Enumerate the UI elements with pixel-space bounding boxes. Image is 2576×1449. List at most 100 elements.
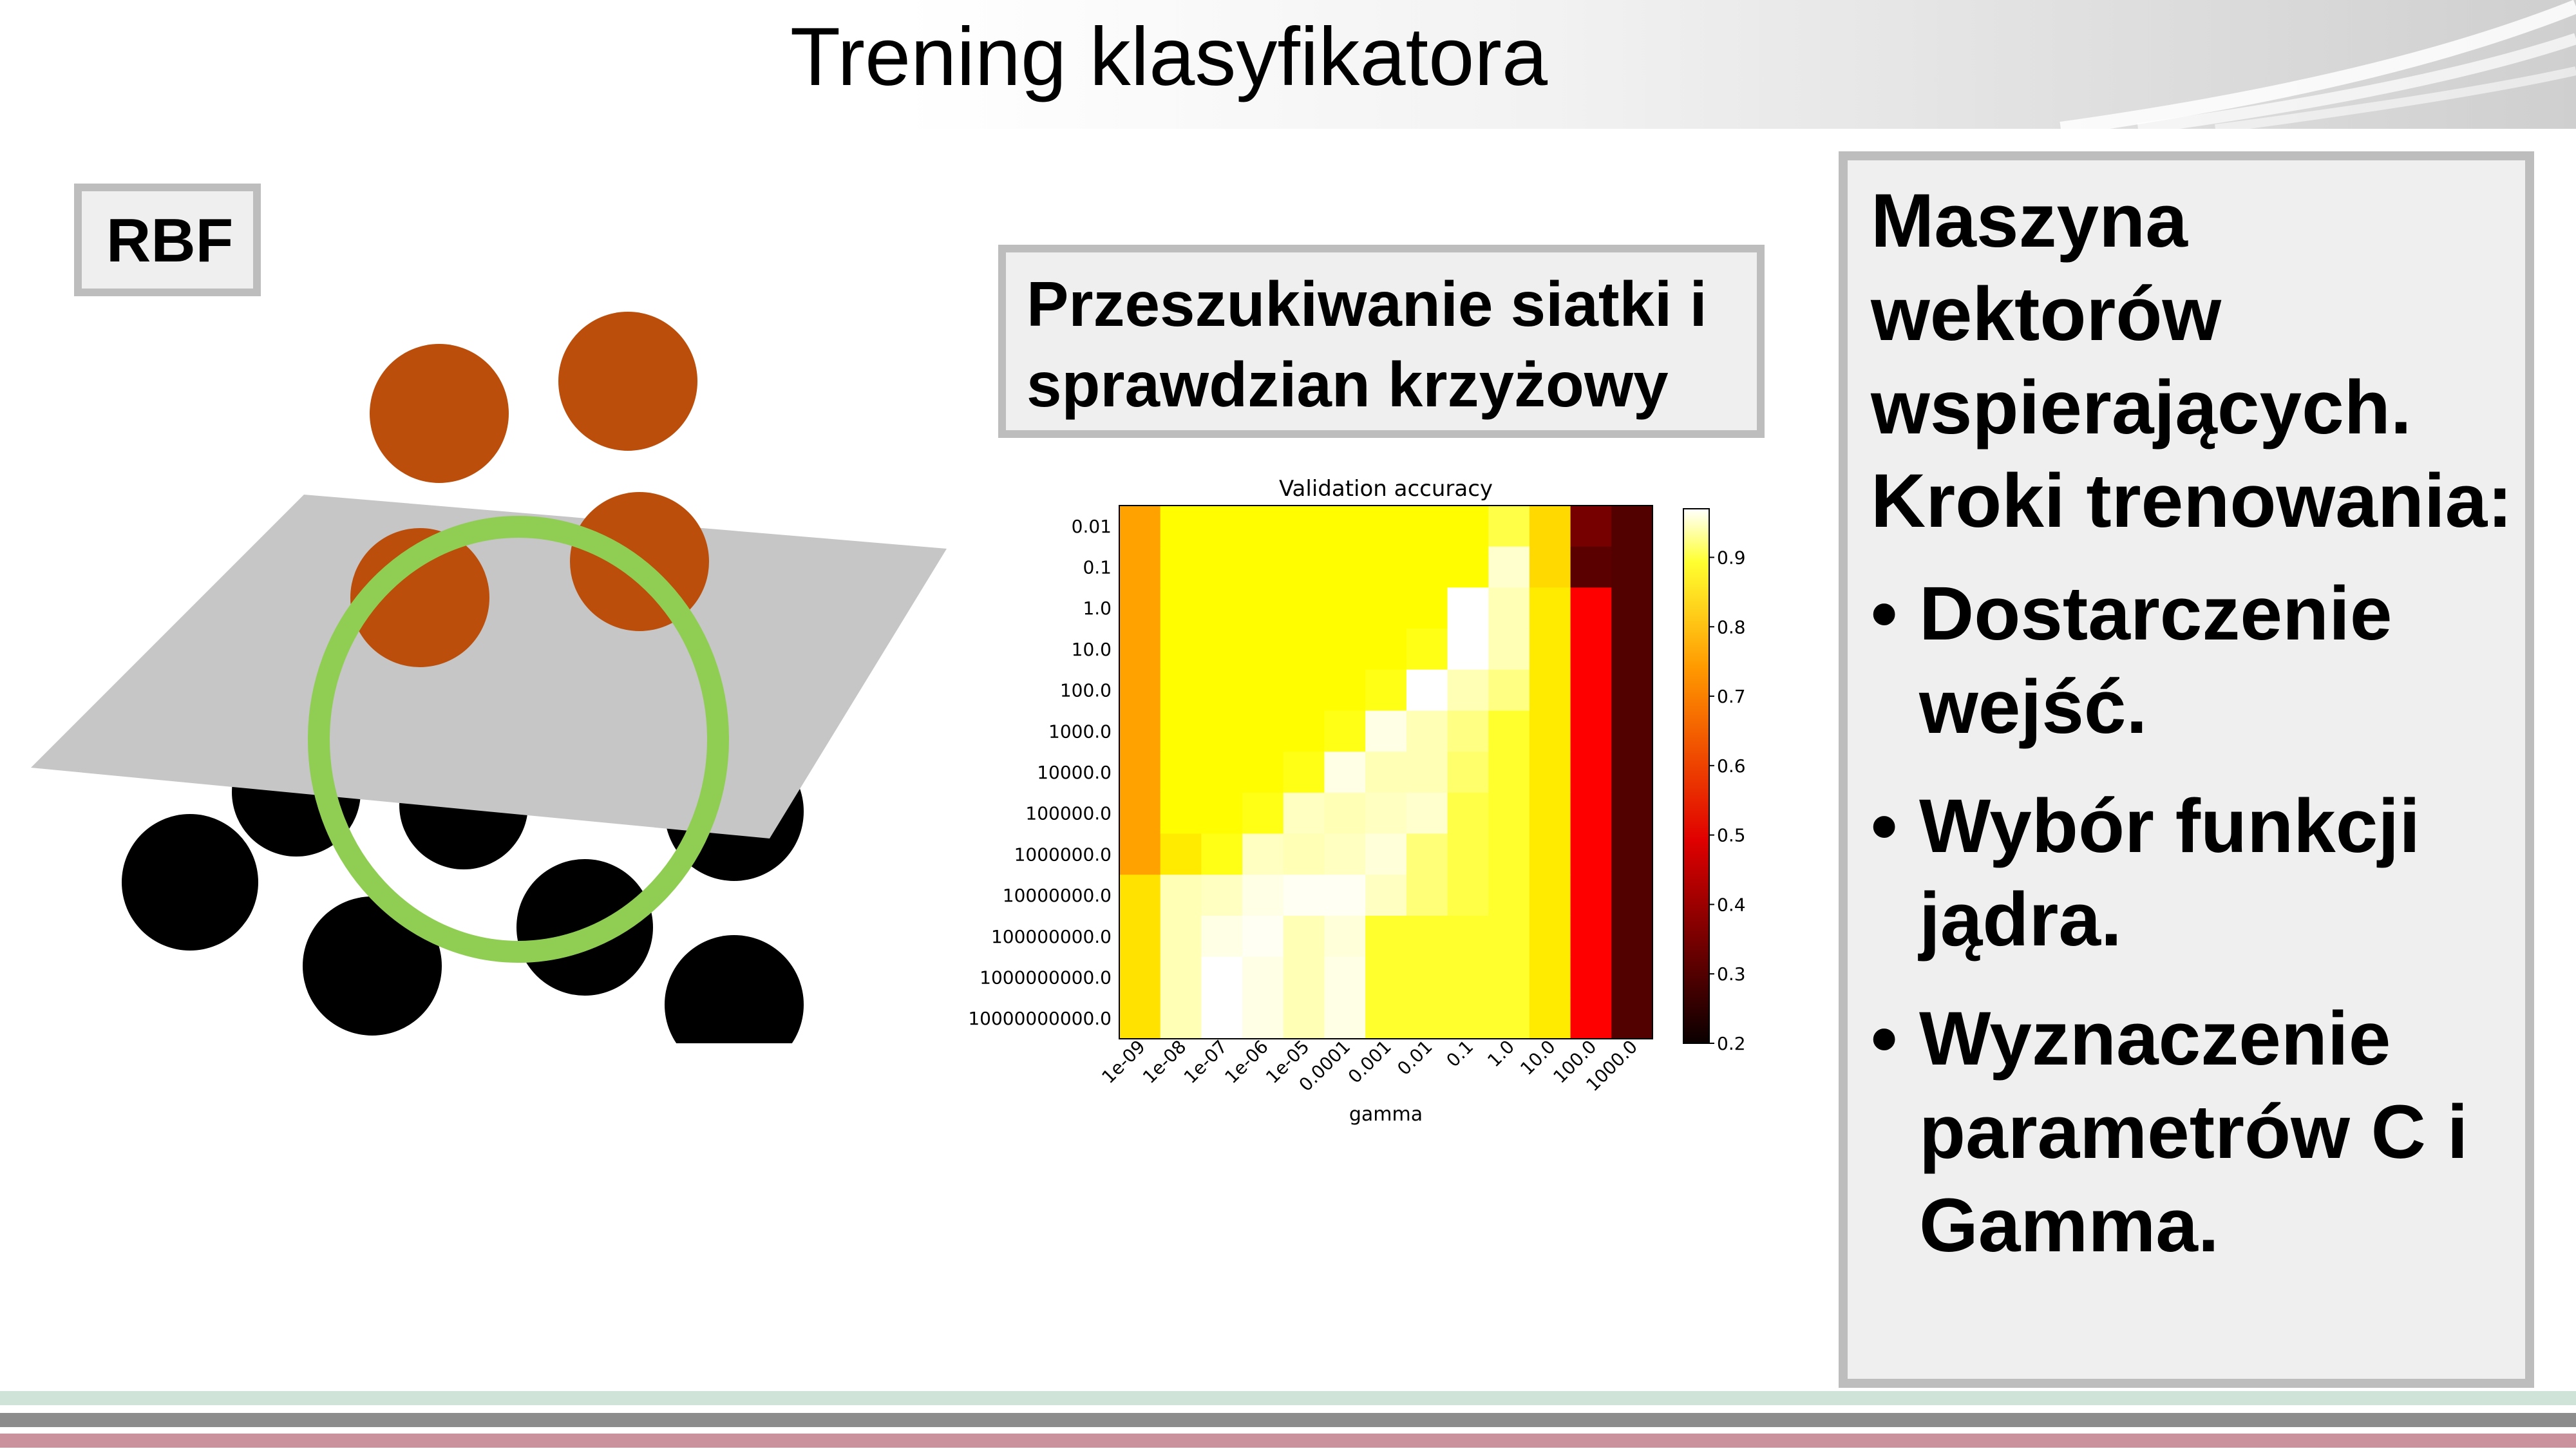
colorbar-ticks: 0.2 0.3 0.4 0.5 0.6 0.7 0.8 0.9 bbox=[1709, 547, 1746, 1054]
heatmap-cell bbox=[1201, 752, 1243, 793]
heatmap-cell bbox=[1365, 752, 1407, 793]
heatmap-cell bbox=[1324, 710, 1366, 752]
heatmap-cell bbox=[1570, 956, 1612, 998]
heatmap-cell bbox=[1570, 629, 1612, 670]
heatmap-cell bbox=[1324, 915, 1366, 958]
heatmap-cell bbox=[1242, 792, 1284, 835]
chart-title: Validation accuracy bbox=[1279, 476, 1493, 502]
heatmap-cell bbox=[1488, 792, 1530, 835]
steps-heading-line: wspierających. bbox=[1871, 365, 2412, 450]
heatmap-cell bbox=[1488, 875, 1530, 916]
heatmap-cell bbox=[1201, 506, 1243, 547]
heatmap-cell bbox=[1242, 506, 1284, 547]
heatmap-cell bbox=[1447, 506, 1489, 547]
heatmap-cell bbox=[1365, 792, 1407, 835]
heatmap-cell bbox=[1529, 915, 1571, 958]
heatmap-cell bbox=[1201, 629, 1243, 670]
heatmap-cell bbox=[1119, 956, 1161, 998]
heatmap-cell bbox=[1365, 629, 1407, 670]
black-ball bbox=[122, 814, 258, 951]
heatmap-cell bbox=[1529, 792, 1571, 835]
colorbar-tick-label: 0.2 bbox=[1717, 1033, 1746, 1054]
step-item: Wyznaczenie parametrów C i Gamma. bbox=[1871, 992, 2525, 1273]
heatmap-cell bbox=[1365, 587, 1407, 629]
x-tick-label: 0.01 bbox=[1393, 1036, 1436, 1079]
heatmap-cell bbox=[1201, 587, 1243, 629]
steps-heading-line: Kroki trenowania: bbox=[1871, 459, 2513, 544]
y-tick-label: 100000000.0 bbox=[991, 926, 1112, 947]
heatmap-cell bbox=[1447, 669, 1489, 712]
heatmap-cell bbox=[1242, 998, 1284, 1039]
heatmap-cell bbox=[1529, 546, 1571, 588]
y-tick-label: 100000.0 bbox=[1025, 803, 1112, 824]
heatmap-cell bbox=[1160, 546, 1202, 588]
heatmap-cell bbox=[1119, 792, 1161, 835]
y-tick-label: 10000000.0 bbox=[1003, 885, 1112, 906]
heatmap-cell bbox=[1283, 833, 1325, 875]
heatmap-cell bbox=[1160, 792, 1202, 835]
colorbar-tick-label: 0.3 bbox=[1717, 963, 1746, 985]
heatmap-cell bbox=[1611, 546, 1653, 588]
heatmap-cell bbox=[1201, 669, 1243, 712]
colorbar-tick-label: 0.8 bbox=[1717, 616, 1746, 638]
heatmap-cell bbox=[1365, 546, 1407, 588]
heatmap-cell bbox=[1570, 710, 1612, 752]
heatmap-cell bbox=[1119, 669, 1161, 712]
rbf-kernel-illustration bbox=[31, 312, 947, 1043]
step-line: Gamma. bbox=[1919, 1183, 2219, 1268]
heatmap-cell bbox=[1488, 669, 1530, 712]
heatmap-cell bbox=[1242, 915, 1284, 958]
x-tick-label: 1.0 bbox=[1483, 1036, 1519, 1072]
heatmap-cell bbox=[1611, 915, 1653, 958]
heatmap-cell bbox=[1570, 752, 1612, 793]
footer-bars bbox=[0, 1391, 2576, 1448]
heatmap-cell bbox=[1406, 956, 1448, 998]
step-item: Dostarczenie wejść. bbox=[1871, 567, 2525, 754]
step-line: Wyznaczenie bbox=[1919, 996, 2391, 1081]
validation-accuracy-heatmap: Validation accuracy 0.010.11.010.0100.01… bbox=[968, 476, 1653, 1126]
heatmap-cell bbox=[1447, 833, 1489, 875]
heatmap-cell bbox=[1406, 915, 1448, 958]
heatmap-cell bbox=[1201, 875, 1243, 916]
heatmap-cell bbox=[1529, 669, 1571, 712]
x-tick-label: 1e-07 bbox=[1180, 1036, 1231, 1088]
heatmap-cell bbox=[1365, 998, 1407, 1039]
heatmap-cell bbox=[1242, 669, 1284, 712]
y-tick-labels: 0.01 0.1 1.0 10.0 100.0 1000.0 10000.0 100000.0… bbox=[968, 516, 1112, 1029]
heatmap-cell bbox=[1160, 956, 1202, 998]
heatmap-cell bbox=[1406, 669, 1448, 712]
x-tick-label: 0.1 bbox=[1443, 1036, 1478, 1072]
colorbar-tick-label: 0.9 bbox=[1717, 547, 1746, 568]
heatmap-cell bbox=[1488, 915, 1530, 958]
heatmap-cell bbox=[1365, 669, 1407, 712]
heatmap-cell bbox=[1488, 833, 1530, 875]
y-tick-label: 0.01 bbox=[1072, 516, 1112, 537]
heatmap-cell bbox=[1119, 752, 1161, 793]
heatmap-cell bbox=[1242, 629, 1284, 670]
heatmap-cell bbox=[1160, 587, 1202, 629]
footer-bar-gray bbox=[0, 1413, 2576, 1427]
x-axis-label: gamma bbox=[1349, 1103, 1423, 1126]
heatmap-cell bbox=[1570, 506, 1612, 547]
heatmap-cell bbox=[1529, 998, 1571, 1039]
heatmap-cell bbox=[1447, 710, 1489, 752]
heatmap-cell bbox=[1119, 875, 1161, 916]
heatmap-cell bbox=[1242, 956, 1284, 998]
heatmap-cell bbox=[1488, 629, 1530, 670]
heatmap-cell bbox=[1201, 956, 1243, 998]
y-tick-label: 1.0 bbox=[1083, 598, 1112, 619]
heatmap-cell bbox=[1324, 629, 1366, 670]
heatmap-cell bbox=[1406, 710, 1448, 752]
heatmap-cell bbox=[1201, 710, 1243, 752]
heatmap-cell bbox=[1447, 956, 1489, 998]
heatmap-cell bbox=[1160, 629, 1202, 670]
heatmap-cell bbox=[1488, 546, 1530, 588]
heatmap-cell bbox=[1324, 875, 1366, 916]
heatmap-cell bbox=[1242, 875, 1284, 916]
grid-search-label-line: sprawdzian krzyżowy bbox=[1027, 349, 1669, 420]
plot-frame bbox=[1119, 505, 1653, 1039]
x-tick-label: 0.001 bbox=[1344, 1036, 1396, 1088]
heatmap-cell bbox=[1119, 629, 1161, 670]
heatmap-cell bbox=[1365, 956, 1407, 998]
heatmap-cell bbox=[1119, 506, 1161, 547]
